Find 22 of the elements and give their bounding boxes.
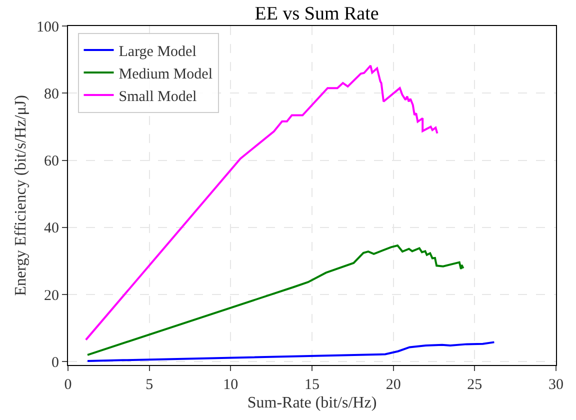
y-tick-label: 80 (44, 86, 59, 102)
y-tick-label: 100 (36, 19, 59, 36)
x-tick-label: 5 (146, 377, 154, 393)
x-axis-title: Sum-Rate (bit/s/Hz) (247, 394, 377, 412)
x-tick-label: 0 (64, 377, 72, 393)
y-tick-label: 60 (44, 154, 59, 170)
x-tick-label: 30 (548, 377, 564, 393)
line-series (86, 341, 496, 362)
chart-title: EE vs Sum Rate (254, 4, 379, 25)
x-tick-label: 15 (304, 377, 320, 393)
x-tick-label: 10 (223, 377, 238, 393)
line-series (84, 64, 438, 341)
legend-label: Large Model (118, 44, 196, 60)
y-tick-label: 0 (52, 354, 59, 371)
y-tick-label: 20 (44, 288, 59, 304)
x-tick-label: 20 (386, 377, 401, 393)
x-tick-label: 25 (467, 377, 482, 393)
line-series (86, 244, 464, 356)
legend-label: Small Model (118, 88, 197, 105)
y-tick-label: 40 (44, 220, 59, 237)
legend-label: Medium Model (118, 66, 213, 82)
y-axis-title: Energy Efficiency (bit/s/Hz/μJ) (12, 95, 30, 296)
